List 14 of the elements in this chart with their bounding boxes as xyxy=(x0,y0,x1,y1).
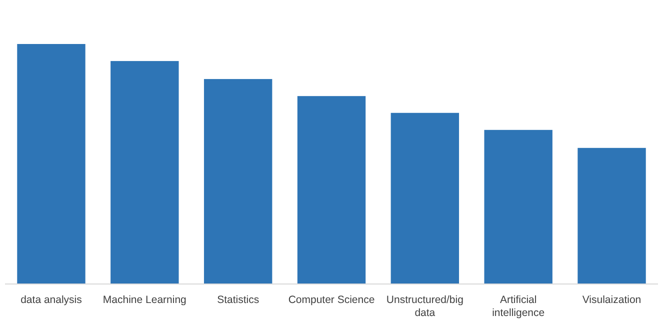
bar xyxy=(484,130,552,284)
x-tick-label: Statistics xyxy=(217,294,260,306)
bar xyxy=(297,96,366,284)
bar xyxy=(390,112,460,284)
x-tick-label: Computer Science xyxy=(288,294,375,306)
bar xyxy=(204,79,272,284)
x-tick-label: data analysis xyxy=(20,294,82,306)
bar xyxy=(578,148,646,284)
x-tick-label: Unstructured/big data xyxy=(386,294,464,319)
x-tick-label: Machine Learning xyxy=(102,294,187,306)
x-tick-label: Artificial intelligence xyxy=(492,294,545,319)
bar xyxy=(17,44,86,284)
bar xyxy=(110,61,179,284)
x-tick-label: Visulaization xyxy=(582,294,642,306)
